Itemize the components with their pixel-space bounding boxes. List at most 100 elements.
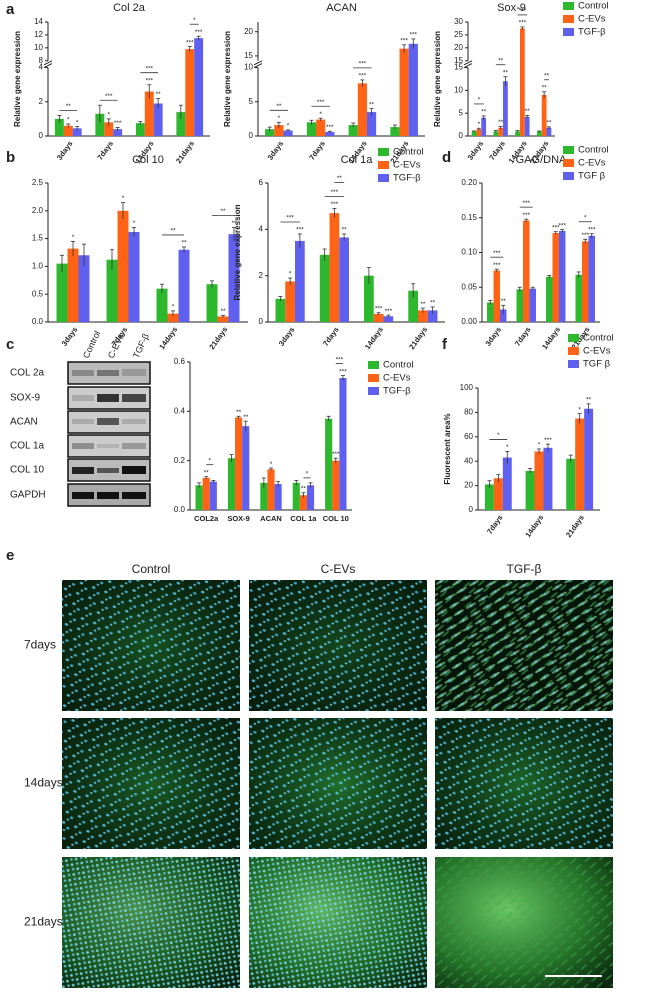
y-tick-label: 15 [454,56,463,65]
bracket-label: ** [220,208,226,215]
y-tick-label: 15 [244,51,253,60]
bar [202,477,210,510]
bar [493,270,500,322]
x-tick-label: 14days [540,325,562,351]
significance: * [67,117,70,124]
legend-swatch [378,148,389,156]
legend-swatch [563,15,574,23]
y-tick-label: 0.5 [32,289,44,298]
significance: *** [326,124,334,131]
bar [319,254,330,322]
bar [503,81,508,136]
bar [306,485,315,510]
panel-label: f [442,336,448,353]
legend-swatch [368,387,379,395]
axis-break [463,63,473,69]
y-tick-label: 14 [34,17,43,26]
bar [227,458,236,510]
y-tick-label: 0.20 [461,178,477,187]
bracket-label: * [478,97,481,104]
significance: *** [581,232,589,239]
panel-label: b [6,149,15,166]
significance: *** [145,77,153,84]
x-tick-label: 3days [466,139,486,162]
bracket-label: ** [170,228,176,235]
significance: * [278,115,281,122]
bar [316,119,326,136]
bar [167,313,179,322]
significance: ** [243,414,249,421]
legend-label: Control [383,360,414,371]
x-tick-label: 7days [321,325,341,348]
panel-label: c [6,336,14,353]
x-tick-label: 7days [485,513,505,536]
bar [427,310,438,322]
bar [217,316,229,322]
y-tick-label: 6 [259,178,264,187]
significance: * [270,461,273,468]
significance: ** [342,227,348,234]
significance: *** [331,201,339,208]
bar [582,241,589,322]
legend-label: C-EVs [578,158,606,169]
protein-label: COL 10 [10,465,45,476]
axis-break [253,63,263,69]
significance: * [578,406,581,413]
significance: ** [586,397,592,404]
bracket-label: * [306,471,309,478]
y-tick-label: 0 [39,131,44,140]
legend-label: C-EVs [383,373,411,384]
bar [499,309,507,322]
bar [274,484,282,510]
bar [294,240,305,322]
y-tick-label: 0.6 [174,357,186,366]
significance: ** [501,298,507,305]
bar [72,128,82,136]
micrograph-nuclei [249,580,427,711]
bar [487,302,494,322]
x-tick-label: 14days [363,325,385,351]
bar [552,233,559,322]
bar [373,313,384,322]
y-tick-label: 0.0 [174,505,186,514]
panel-label: d [442,149,451,166]
bar [493,131,499,136]
significance: *** [522,212,530,219]
legend-label: TGF β [583,359,611,370]
legend-label: TGF-β [393,173,421,184]
bar [575,418,585,510]
legend-swatch [568,360,579,368]
bar [144,91,154,136]
row-label: 21days [24,915,63,929]
chart-title: GAG/DNA [516,154,567,166]
significance: ** [181,240,187,247]
legend-label: Control [578,1,609,12]
bar [546,127,552,136]
significance: *** [558,222,566,229]
bracket-label: *** [359,61,367,68]
column-header: C-EVs [321,562,356,576]
x-tick-label: 3days [266,139,286,162]
y-tick-label: 10 [34,43,43,52]
bar [78,255,90,322]
y-axis-title: Fluorescent area% [443,413,452,484]
legend-swatch [378,161,389,169]
protein-label: GAPDH [10,490,46,501]
bar [399,48,409,136]
significance: ** [301,485,307,492]
bar [63,125,73,136]
lane-label: Control [81,329,102,360]
y-tick-label: 2.5 [32,178,44,187]
significance: ** [236,409,242,416]
bar [283,130,293,136]
significance: *** [359,73,367,80]
y-tick-label: 80 [464,408,473,417]
y-tick-label: 20 [454,43,463,52]
bracket-label: * [584,214,587,221]
bar [523,220,530,322]
bar [383,316,394,322]
significance: *** [296,227,304,234]
y-tick-label: 0 [249,131,254,140]
bar [515,131,520,136]
